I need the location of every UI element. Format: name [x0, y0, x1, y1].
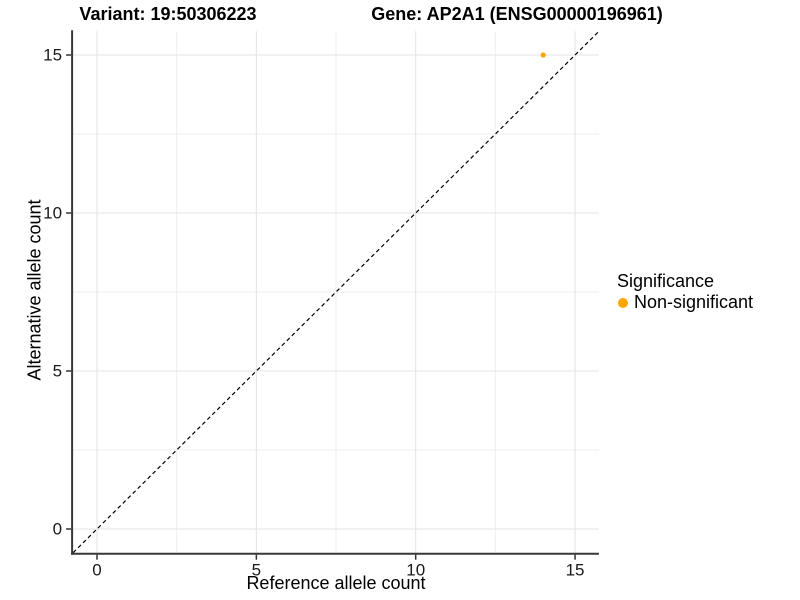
legend-item-label: Non-significant: [634, 292, 754, 312]
y-tick-label: 15: [43, 46, 62, 65]
x-axis-title: Reference allele count: [246, 573, 426, 593]
gene-title: Gene: AP2A1 (ENSG00000196961): [371, 4, 663, 24]
legend-key-dot-icon: [618, 297, 628, 308]
y-tick-label: 5: [53, 362, 62, 381]
x-tick-label: 0: [92, 561, 101, 580]
data-point: [540, 52, 546, 58]
y-axis-title: Alternative allele count: [24, 199, 45, 381]
y-tick-label: 10: [43, 204, 62, 223]
x-tick-label: 15: [566, 561, 585, 580]
identity-dashed-line: [72, 30, 600, 554]
legend-item-non-significant: Non-significant: [618, 292, 753, 313]
y-tick-label: 0: [53, 520, 62, 539]
legend-title: Significance: [617, 271, 715, 291]
x-tick-label: 10: [406, 561, 425, 580]
variant-title: Variant: 19:50306223: [79, 4, 257, 24]
x-tick-label: 5: [252, 561, 261, 580]
